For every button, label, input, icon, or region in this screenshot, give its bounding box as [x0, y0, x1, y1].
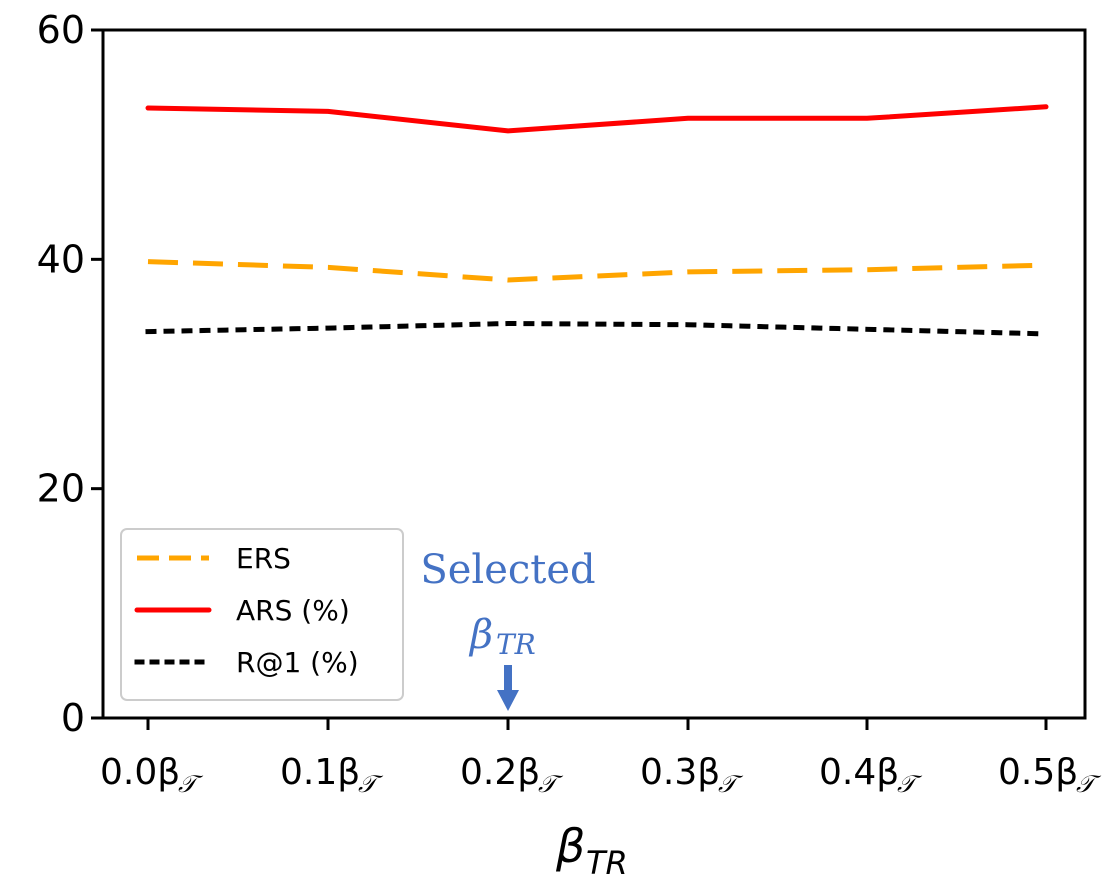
y-tick-label: 40 [37, 237, 85, 281]
annotation-beta-sub: TR [496, 628, 536, 661]
x-tick-label-sub: 𝒯 [897, 770, 923, 798]
x-axis-label: β TR [555, 819, 628, 874]
x-axis: 0.0β𝒯 0.1β𝒯 0.2β𝒯 0.3β𝒯 0.4β𝒯 0.5β𝒯 [100, 718, 1102, 798]
annotation-text: Selected [420, 547, 595, 593]
x-tick-label: 0.2β [460, 752, 540, 793]
legend: ERS ARS (%) R@1 (%) [120, 528, 404, 701]
axes-frame [101, 28, 1087, 720]
x-tick-label: 0.3β [640, 752, 720, 793]
x-tick-label: 0.1β [280, 752, 360, 793]
x-tick-label-sub: 𝒯 [538, 770, 564, 798]
down-arrow-icon [497, 665, 519, 711]
selected-annotation: Selected β TR [420, 547, 596, 711]
x-tick-label-sub: 𝒯 [1076, 770, 1102, 798]
x-tick-label-sub: 𝒯 [358, 770, 384, 798]
y-tick-label: 60 [37, 8, 85, 52]
annotation-beta: β [468, 612, 493, 658]
x-axis-label-sub: TR [586, 844, 628, 874]
y-axis: 0 20 40 60 [37, 8, 103, 740]
legend-label: R@1 (%) [236, 646, 359, 679]
series-line-r-1 [145, 321, 1049, 337]
y-tick-label: 0 [61, 696, 85, 740]
y-tick-label: 20 [37, 467, 85, 511]
x-tick-label: 0.5β [998, 752, 1078, 793]
x-tick-label-sub: 𝒯 [178, 770, 204, 798]
x-tick-label: 0.0β [100, 752, 180, 793]
series-line-ers [147, 259, 1047, 283]
x-axis-label-main: β [555, 819, 585, 873]
series-layer [145, 104, 1049, 337]
legend-label: ARS (%) [236, 594, 350, 627]
legend-box [120, 528, 404, 701]
legend-label: ERS [236, 542, 291, 575]
series-line-ars [145, 104, 1049, 134]
x-tick-label-sub: 𝒯 [718, 770, 744, 798]
x-tick-label: 0.4β [819, 752, 899, 793]
